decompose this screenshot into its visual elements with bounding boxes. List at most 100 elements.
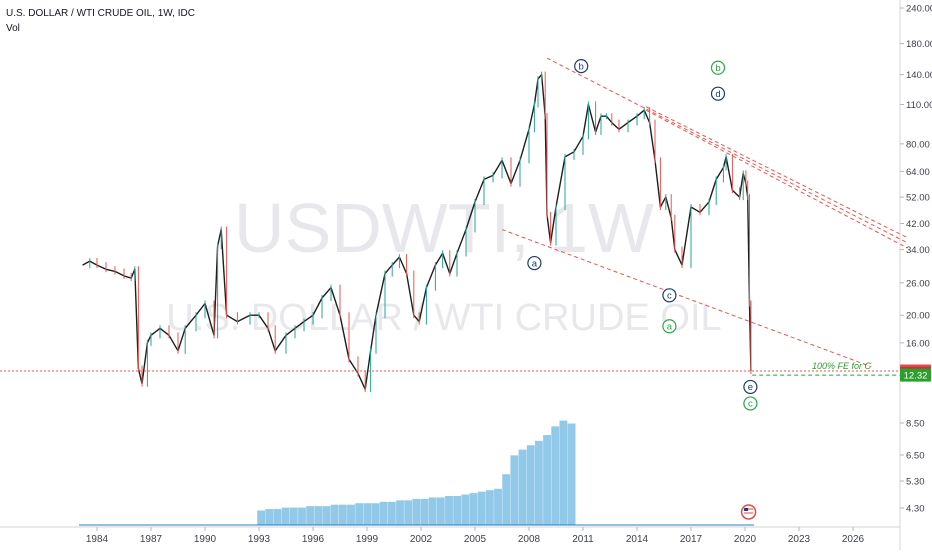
volume-bar [379,501,388,525]
x-tick-label: 1987 [140,534,163,545]
y-tick-label: 26.00 [906,278,930,289]
wave-label-circle [743,379,758,395]
wave-label: d [715,89,720,100]
x-tick-label: 1999 [356,534,379,545]
wave-label: c [667,290,672,301]
y-tick-label: 110.00 [906,100,932,111]
target-price-badge-text: 12.32 [904,371,928,382]
volume-legend-label[interactable]: Vol [6,23,20,34]
volume-bars [79,420,754,526]
volume-bar [453,496,462,525]
x-tick-label: 2002 [410,534,433,545]
volume-bar [265,509,274,525]
wave-label: e [748,382,753,393]
volume-bar [355,503,364,525]
volume-bar [404,500,413,525]
y-tick-label: 8.50 [906,419,925,430]
wave-label: a [667,321,673,332]
y-tick-label: 240.00 [906,4,932,15]
wave-label-circle [574,59,589,74]
volume-bar [387,501,396,525]
y-tick-label: 6.50 [906,451,925,462]
volume-bar [298,507,306,525]
volume-bar [330,504,339,525]
wave-label-circle [743,396,758,411]
chart-title[interactable]: U.S. DOLLAR / WTI CRUDE OIL, 1W, IDC [6,8,195,19]
economic-event-icon [740,504,757,520]
volume-bar [338,504,347,525]
volume-bar [281,507,290,525]
volume-bar [502,474,511,525]
flag-canton [744,508,749,511]
volume-bar [494,488,502,525]
x-tick-label: 2023 [788,534,811,545]
volume-bar [518,449,527,525]
volume-bar [396,500,404,525]
volume-bar [477,491,486,525]
y-tick-label: 5.30 [906,477,925,488]
y-tick-label: 4.30 [906,504,925,515]
wave-label-circle [662,319,677,334]
wave-label: a [532,258,538,269]
volume-bar [257,510,266,525]
wave-label-circle [710,86,726,101]
target-price-badge [900,368,931,382]
wave-label-circle [710,60,726,75]
x-tick-label: 2026 [842,534,865,545]
volume-bar [347,504,355,525]
price-series [82,71,752,393]
volume-bar [314,506,323,525]
volume-bar [306,506,315,525]
wave-label: b [715,63,720,74]
volume-bar [534,440,543,525]
volume-bar [510,455,519,525]
volume-bar [322,506,331,525]
flag-marker[interactable] [740,504,757,520]
x-tick-label: 2011 [572,534,594,545]
trendlines [0,57,908,376]
volume-bar [567,423,576,525]
x-tick-label: 2014 [626,534,649,545]
wave-label: c [748,399,753,410]
volume-bar [526,445,535,525]
y-tick-label: 16.00 [906,338,930,349]
trend-line [546,57,908,244]
x-tick-label: 2020 [734,534,757,545]
volume-bar [436,497,445,525]
x-tick-label: 2008 [518,534,541,545]
volume-bar [420,498,429,525]
wave-label-circle [662,288,677,303]
x-tick-label: 1990 [194,534,217,545]
x-axis[interactable]: 1984 1987 1990 1993 1996 1999 2002 2005 2008 2011… [0,526,900,545]
trend-line [645,109,908,249]
volume-bar [559,420,568,525]
target-note: 100% FE for C [812,361,872,371]
y-tick-label: 180.00 [906,39,932,50]
watermark-symbol: USDWTI, 1W [234,189,654,267]
volume-bar [428,497,437,525]
y-tick-label: 64.00 [906,167,930,178]
volume-bar [469,493,478,525]
y-tick-label: 52.00 [906,193,930,204]
wave-label-circle [527,255,542,271]
x-tick-label: 1996 [302,534,325,545]
price-scale[interactable]: 240.00 180.00 140.00 110.00 80.00 64.00 52.00 4… [899,0,932,550]
y-tick-label: 140.00 [906,70,932,81]
x-tick-label: 2017 [680,534,703,545]
volume-bar [412,498,421,525]
y-tick-label: 42.00 [906,219,930,230]
y-tick-label: 20.00 [906,311,930,322]
volume-bar [461,494,470,525]
wave-label: b [579,61,584,72]
volume-bar [371,503,380,525]
x-tick-label: 1993 [248,534,271,545]
trend-line [501,229,872,368]
volume-bar [289,507,298,525]
x-tick-label: 2005 [464,534,487,545]
volume-bar [273,509,282,525]
volume-bar [363,503,372,525]
